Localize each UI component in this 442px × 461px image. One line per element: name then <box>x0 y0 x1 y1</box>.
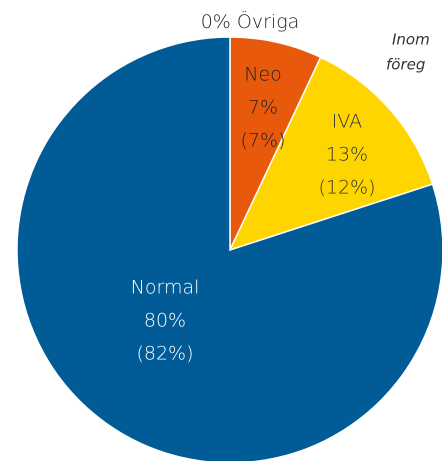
category-label: Övriga <box>237 10 299 33</box>
pie-slice <box>16 36 442 461</box>
value-label: 0% <box>201 11 231 33</box>
previous-label: (12%) <box>318 177 375 199</box>
previous-label: (7%) <box>241 130 286 152</box>
value-label: 7% <box>248 97 278 119</box>
value-label: 80% <box>144 310 186 332</box>
value-label: 13% <box>326 144 368 166</box>
category-label: Normal <box>131 277 200 299</box>
previous-label: (82%) <box>136 343 193 365</box>
category-label: Neo <box>244 64 282 86</box>
pie-slice <box>228 56 434 252</box>
category-label: IVA <box>332 111 362 133</box>
annotation: föreg <box>386 56 425 74</box>
annotation: Inom <box>392 31 430 49</box>
slice-label: 0% Övriga <box>201 10 300 33</box>
